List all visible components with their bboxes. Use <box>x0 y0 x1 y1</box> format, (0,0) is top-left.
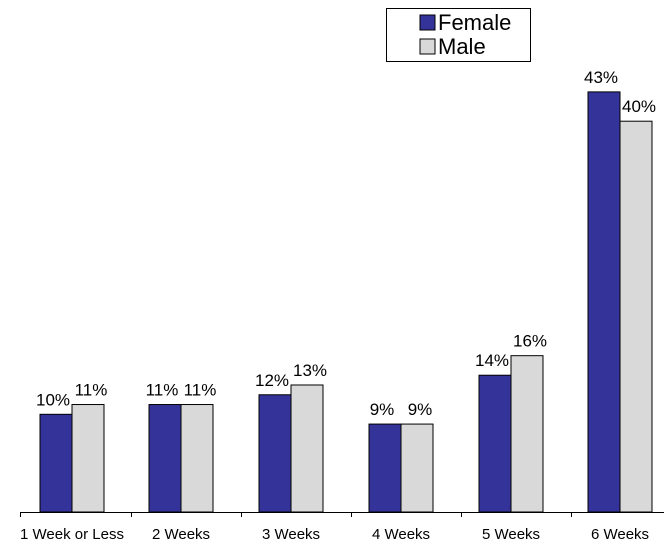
male-legend-label: Male <box>438 34 486 59</box>
male-bar <box>619 120 653 513</box>
female-bar <box>148 404 182 513</box>
female-bar <box>587 91 621 513</box>
female-legend-swatch <box>419 14 436 31</box>
male-legend-swatch <box>419 38 436 55</box>
male-data-label: 11% <box>75 381 108 400</box>
female-bar <box>39 413 73 513</box>
x-tick-label: 5 Weeks <box>482 526 540 543</box>
male-bar <box>71 404 105 513</box>
legend-box <box>386 8 531 62</box>
male-data-label: 40% <box>622 97 656 116</box>
x-tick-label: 4 Weeks <box>372 526 430 543</box>
female-data-label: 10% <box>36 390 70 409</box>
male-bar <box>400 423 434 513</box>
female-bar <box>478 374 512 513</box>
female-bar <box>258 394 292 513</box>
x-tick-label: 2 Weeks <box>152 526 210 543</box>
male-bar <box>180 404 214 513</box>
x-tick-label: 1 Week or Less <box>20 526 124 543</box>
female-bar <box>368 423 402 513</box>
x-tick-label: 6 Weeks <box>591 526 649 543</box>
female-legend-label: Female <box>438 10 511 35</box>
female-data-label: 43% <box>584 68 618 87</box>
male-bar <box>290 384 324 513</box>
female-data-label: 14% <box>475 351 509 370</box>
female-data-label: 11% <box>146 381 179 400</box>
male-bar <box>510 355 544 513</box>
female-data-label: 9% <box>370 400 395 419</box>
male-data-label: 9% <box>408 400 433 419</box>
x-tick-label: 3 Weeks <box>262 526 320 543</box>
female-data-label: 12% <box>255 371 289 390</box>
male-data-label: 16% <box>513 332 547 351</box>
male-data-label: 13% <box>293 361 327 380</box>
male-data-label: 11% <box>184 381 217 400</box>
